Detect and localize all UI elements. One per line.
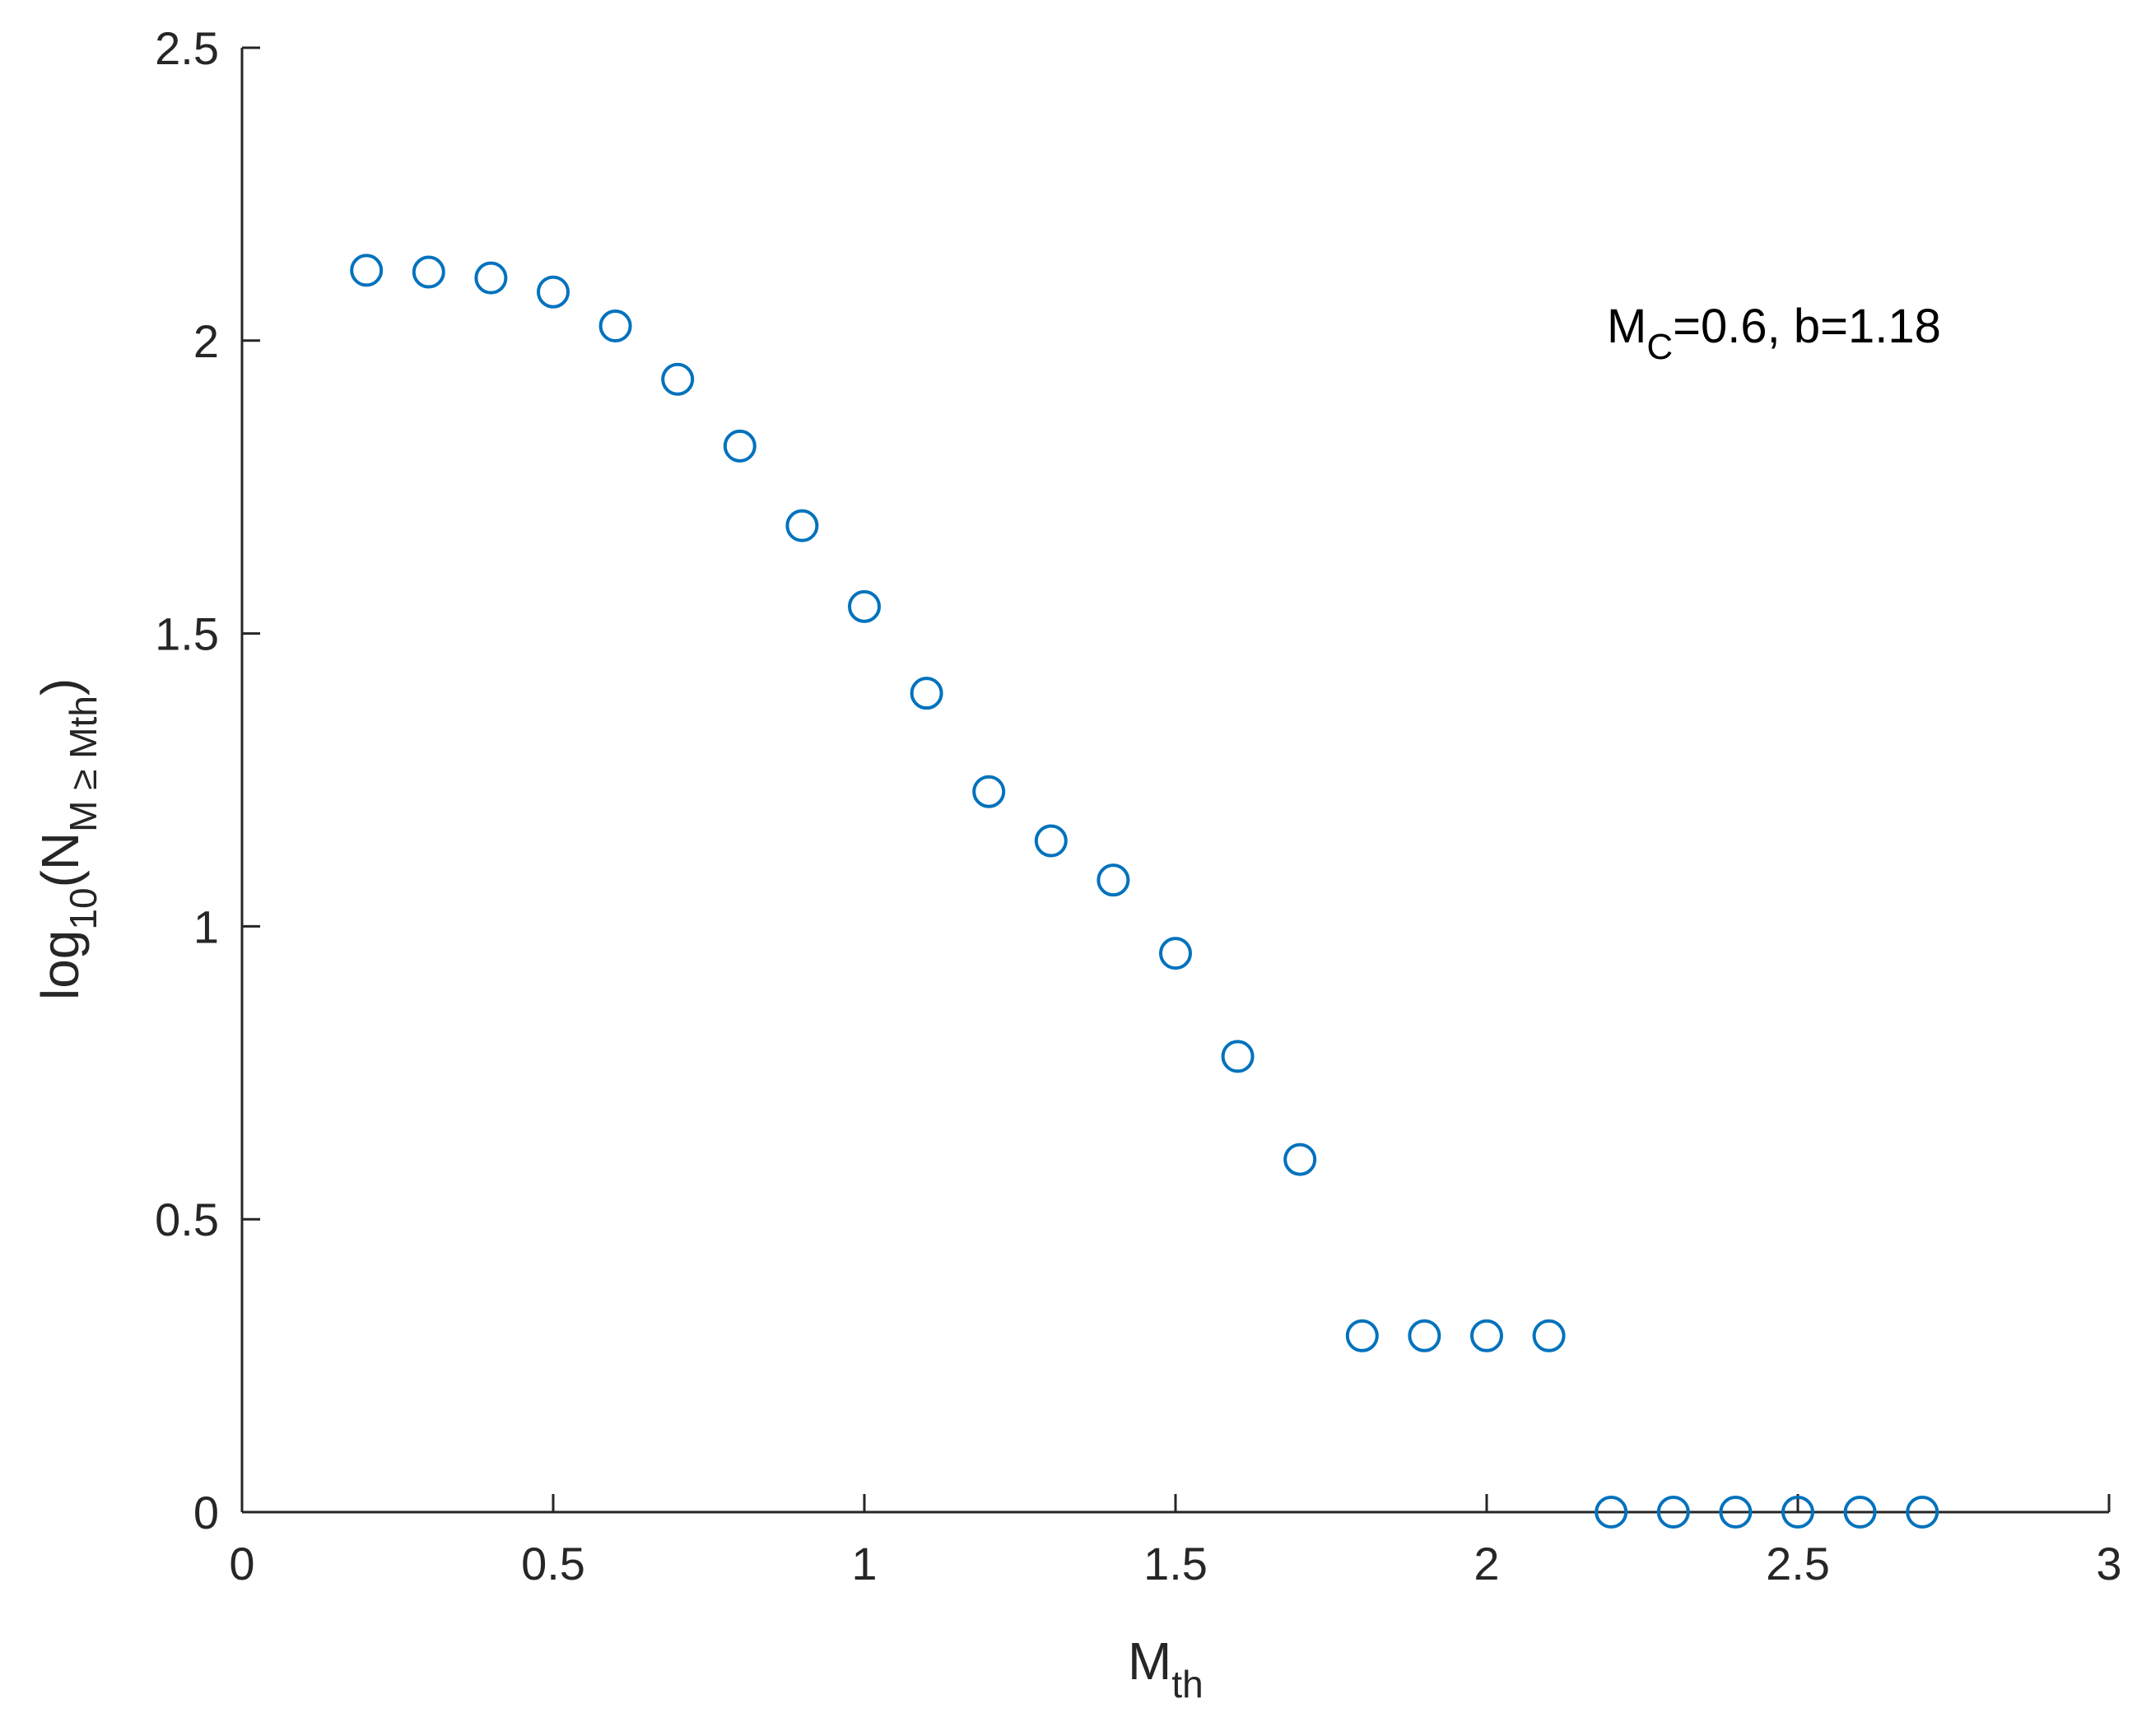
y-tick-label: 0 [193,1487,219,1538]
data-point [848,589,881,623]
x-tick-label: 1.5 [1143,1538,1208,1589]
data-point [1221,1040,1255,1073]
y-tick-label: 1 [193,901,219,952]
data-point [350,254,384,287]
axes [240,48,2109,1514]
annotation-text: MC=0.6, b=1.18 [1607,300,1941,367]
x-tick-label: 2 [1474,1538,1499,1589]
y-tick-label: 1.5 [155,608,219,660]
data-point [723,429,757,463]
data-point [1781,1496,1814,1529]
data-point [1283,1143,1317,1176]
data-point [412,255,445,289]
x-tick-label: 0.5 [521,1538,585,1589]
data-point [537,275,570,309]
data-point [1656,1496,1690,1529]
y-tick-label: 2 [193,315,219,367]
x-ticks: 0 0.5 1 1.5 2 2.5 3 [229,1494,2122,1589]
data-point [972,775,1006,808]
y-tick-label: 2.5 [155,22,219,74]
data-point [1345,1319,1379,1352]
data-point [785,509,819,542]
x-axis-label: Mth [1128,1631,1204,1706]
x-tick-label: 2.5 [1766,1538,1830,1589]
data-point [1034,824,1068,858]
data-point [910,677,943,710]
x-tick-label: 3 [2096,1538,2121,1589]
data-point [1843,1496,1877,1529]
data-point [1096,863,1130,897]
data-point [474,261,508,295]
data-point [1159,937,1192,970]
data-point [661,362,695,396]
data-point [1719,1496,1753,1529]
y-ticks: 0 0.5 1 1.5 2 2.5 [155,22,260,1538]
data-point [1470,1319,1503,1352]
data-point [1532,1319,1566,1352]
data-point [598,310,632,343]
y-tick-label: 0.5 [155,1194,219,1245]
y-axis-label: log10(NM ≥ Mth) [30,678,105,1000]
data-points [350,254,1939,1529]
data-point [1408,1319,1441,1352]
data-point [1906,1496,1939,1529]
x-tick-label: 1 [851,1538,877,1589]
x-tick-label: 0 [229,1538,254,1589]
data-point [1595,1496,1628,1529]
